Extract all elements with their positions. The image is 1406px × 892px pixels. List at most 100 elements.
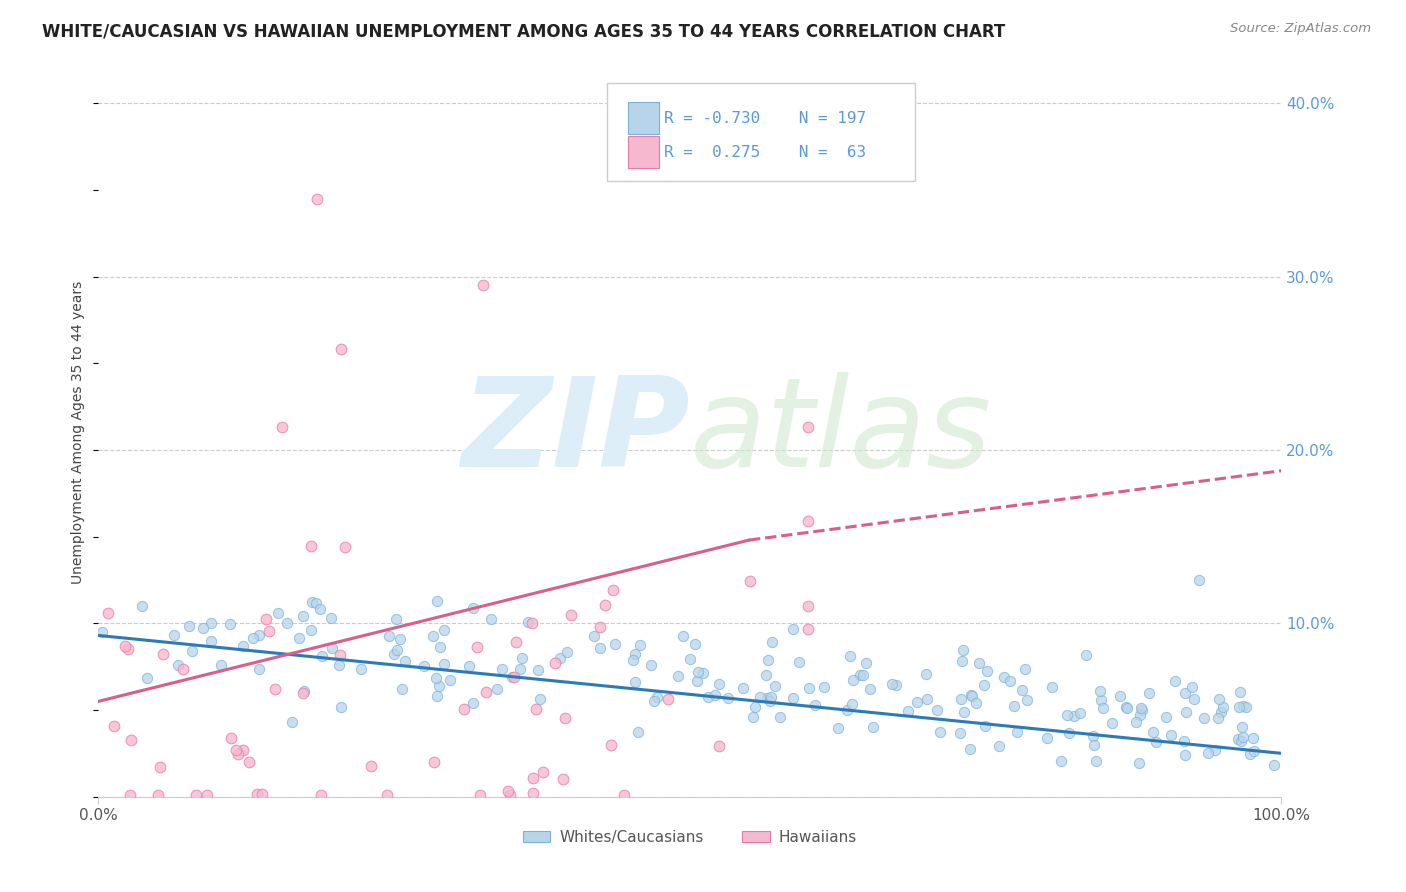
Point	[1154, 709, 1177, 723]
Point	[1081, 729, 1104, 743]
Point	[1137, 686, 1160, 700]
Point	[146, 788, 169, 802]
Point	[1160, 728, 1182, 742]
Point	[91, 624, 114, 639]
Point	[1211, 705, 1233, 719]
Point	[328, 657, 350, 672]
Point	[1204, 743, 1226, 757]
Point	[1040, 681, 1063, 695]
Point	[880, 677, 903, 691]
Point	[1208, 692, 1230, 706]
Point	[960, 689, 983, 703]
Text: ZIP: ZIP	[461, 372, 690, 493]
Point	[797, 622, 820, 636]
FancyBboxPatch shape	[607, 83, 915, 181]
Point	[433, 657, 456, 671]
Point	[950, 654, 973, 668]
Point	[1129, 708, 1152, 723]
Point	[555, 645, 578, 659]
Point	[1164, 673, 1187, 688]
Point	[423, 755, 446, 769]
Point	[1090, 692, 1112, 706]
Point	[560, 608, 582, 623]
Point	[797, 681, 820, 696]
Point	[333, 540, 356, 554]
Point	[321, 640, 343, 655]
Point	[1174, 686, 1197, 700]
Point	[769, 710, 792, 724]
Point	[391, 682, 413, 697]
Point	[429, 640, 451, 654]
Point	[813, 680, 835, 694]
Point	[219, 616, 242, 631]
Point	[292, 608, 315, 623]
Point	[1227, 699, 1250, 714]
Point	[232, 639, 254, 653]
Point	[509, 662, 531, 676]
Point	[280, 714, 302, 729]
Point	[1232, 698, 1254, 713]
Point	[167, 657, 190, 672]
Point	[624, 675, 647, 690]
Point	[731, 681, 754, 696]
Point	[475, 685, 498, 699]
FancyBboxPatch shape	[628, 136, 659, 169]
Point	[522, 771, 544, 785]
Point	[928, 725, 950, 739]
Point	[756, 653, 779, 667]
Point	[645, 690, 668, 705]
Point	[686, 673, 709, 688]
Point	[1088, 683, 1111, 698]
Point	[200, 615, 222, 630]
Point	[688, 665, 710, 679]
Point	[1197, 746, 1219, 760]
Point	[491, 661, 513, 675]
Point	[551, 772, 574, 786]
Point	[1011, 682, 1033, 697]
Point	[998, 673, 1021, 688]
Point	[103, 719, 125, 733]
Point	[787, 655, 810, 669]
Point	[756, 691, 779, 706]
Point	[195, 788, 218, 802]
Point	[554, 711, 576, 725]
Text: R =  0.275    N =  63: R = 0.275 N = 63	[664, 145, 866, 160]
Point	[1243, 744, 1265, 758]
Point	[855, 656, 877, 670]
Point	[657, 691, 679, 706]
Point	[350, 662, 373, 676]
Point	[717, 691, 740, 706]
Text: WHITE/CAUCASIAN VS HAWAIIAN UNEMPLOYMENT AMONG AGES 35 TO 44 YEARS CORRELATION C: WHITE/CAUCASIAN VS HAWAIIAN UNEMPLOYMENT…	[42, 22, 1005, 40]
Point	[679, 651, 702, 665]
Point	[1109, 689, 1132, 703]
Point	[744, 700, 766, 714]
Point	[973, 719, 995, 733]
Point	[329, 648, 352, 662]
Point	[852, 668, 875, 682]
Point	[703, 688, 725, 702]
Point	[897, 704, 920, 718]
Point	[267, 606, 290, 620]
Point	[707, 739, 730, 753]
Point	[544, 657, 567, 671]
Point	[1230, 720, 1253, 734]
Point	[425, 672, 447, 686]
Point	[1014, 662, 1036, 676]
Point	[299, 539, 322, 553]
Point	[1212, 700, 1234, 714]
Point	[426, 690, 449, 704]
Point	[288, 631, 311, 645]
Point	[117, 642, 139, 657]
Point	[848, 668, 870, 682]
Point	[841, 697, 863, 711]
Point	[1130, 704, 1153, 718]
Point	[226, 747, 249, 762]
Point	[388, 632, 411, 647]
Point	[1050, 754, 1073, 768]
Point	[797, 420, 820, 434]
Point	[529, 692, 551, 706]
Point	[1239, 747, 1261, 761]
Point	[627, 725, 650, 739]
Point	[516, 615, 538, 629]
Point	[949, 691, 972, 706]
